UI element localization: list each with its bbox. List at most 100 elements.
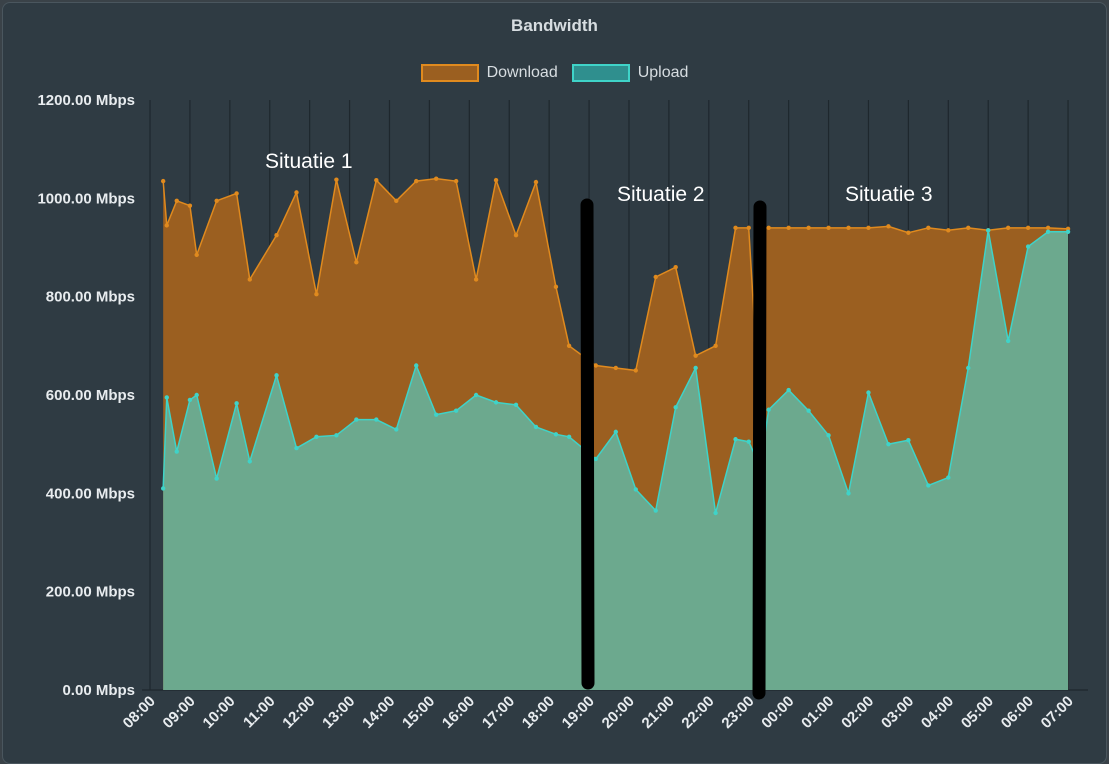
upload-area (163, 230, 1069, 690)
situation-label: Situatie 2 (617, 183, 705, 206)
upload-point (187, 397, 193, 403)
download-point (234, 191, 239, 196)
upload-point (806, 408, 811, 413)
download-point (274, 233, 279, 238)
upload-point (1025, 244, 1031, 249)
x-tick-label: 03:00 (878, 693, 917, 732)
upload-point (693, 365, 698, 371)
download-point (786, 225, 791, 231)
y-tick-label: 0.00 Mbps (62, 682, 135, 699)
y-tick-label: 400.00 Mbps (46, 485, 135, 502)
upload-point (673, 405, 678, 410)
x-tick-label: 05:00 (958, 693, 997, 732)
download-point (1045, 225, 1051, 231)
upload-point (314, 434, 319, 439)
download-point (314, 292, 319, 297)
y-tick-label: 1200.00 Mbps (37, 92, 135, 109)
upload-point (453, 408, 459, 413)
upload-point (766, 407, 771, 412)
x-tick-label: 09:00 (160, 693, 199, 732)
chart-legend: Download Upload (0, 64, 1109, 82)
x-tick-label: 23:00 (718, 693, 757, 732)
x-tick-label: 11:00 (240, 693, 279, 732)
upload-point (886, 441, 891, 447)
upload-point (653, 508, 658, 513)
upload-point (513, 402, 519, 408)
upload-point (846, 491, 851, 496)
upload-point (374, 417, 379, 422)
upload-point (414, 363, 419, 368)
download-point (693, 353, 698, 358)
legend-swatch-upload (571, 64, 630, 82)
upload-point (713, 510, 718, 516)
download-point (926, 225, 931, 231)
download-point (906, 230, 911, 235)
x-tick-label: 06:00 (998, 693, 1037, 732)
y-tick-label: 1000.00 Mbps (37, 190, 135, 207)
download-point (566, 343, 572, 349)
situation-label: Situatie 3 (845, 183, 933, 206)
upload-point (746, 439, 751, 444)
legend-swatch-download (420, 64, 479, 82)
separator-bar (752, 200, 767, 700)
legend-item-download[interactable]: Download (420, 64, 558, 82)
download-point (766, 225, 771, 231)
x-tick-label: 15:00 (399, 693, 438, 732)
download-point (354, 260, 359, 265)
upload-point (274, 373, 279, 378)
download-point (846, 225, 851, 231)
download-point (247, 277, 252, 282)
download-point (553, 284, 559, 290)
x-tick-label: 00:00 (758, 693, 797, 732)
download-point (633, 368, 638, 373)
upload-point (1005, 338, 1011, 344)
upload-point (164, 395, 169, 400)
upload-point (786, 387, 791, 393)
download-point (713, 343, 718, 349)
x-tick-label: 19:00 (559, 693, 598, 732)
x-tick-label: 22:00 (678, 693, 717, 732)
upload-point (493, 400, 499, 405)
download-point (653, 274, 658, 280)
upload-point (334, 433, 339, 438)
bandwidth-chart: 0.00 Mbps 200.00 Mbps 400.00 Mbps 600.00 Mb… (37, 92, 1088, 732)
y-tick-label: 200.00 Mbps (46, 584, 135, 601)
download-point (673, 264, 678, 270)
download-point (473, 277, 479, 282)
x-tick-label: 21:00 (639, 693, 678, 732)
upload-point (866, 390, 871, 395)
download-point (294, 190, 299, 195)
download-point (1025, 225, 1031, 231)
upload-point (593, 456, 599, 462)
x-tick-label: 20:00 (599, 693, 638, 732)
download-point (1005, 225, 1011, 231)
upload-point (966, 365, 971, 371)
upload-point (633, 487, 638, 492)
upload-point (733, 437, 738, 442)
upload-point (826, 433, 831, 438)
upload-point (354, 417, 359, 422)
download-point (533, 179, 539, 185)
legend-label-download: Download (486, 64, 558, 81)
x-tick-label: 02:00 (838, 693, 877, 732)
download-point (593, 363, 599, 368)
y-tick-label: 800.00 Mbps (46, 289, 135, 306)
upload-point (473, 392, 479, 398)
download-point (374, 177, 379, 183)
x-tick-label: 10:00 (200, 693, 239, 732)
legend-item-upload[interactable]: Upload (571, 64, 689, 82)
x-tick-label: 04:00 (918, 693, 957, 732)
upload-point (946, 475, 951, 480)
legend-label-upload: Upload (637, 64, 689, 81)
x-tick-label: 18:00 (519, 693, 558, 732)
download-point (746, 225, 751, 231)
download-point (164, 223, 169, 228)
upload-point (1045, 229, 1051, 234)
download-point (966, 225, 971, 231)
download-point (866, 225, 871, 231)
upload-point (906, 438, 911, 443)
download-point (806, 225, 811, 231)
download-point (886, 224, 891, 229)
upload-point (294, 445, 299, 451)
x-tick-label: 14:00 (359, 693, 398, 732)
